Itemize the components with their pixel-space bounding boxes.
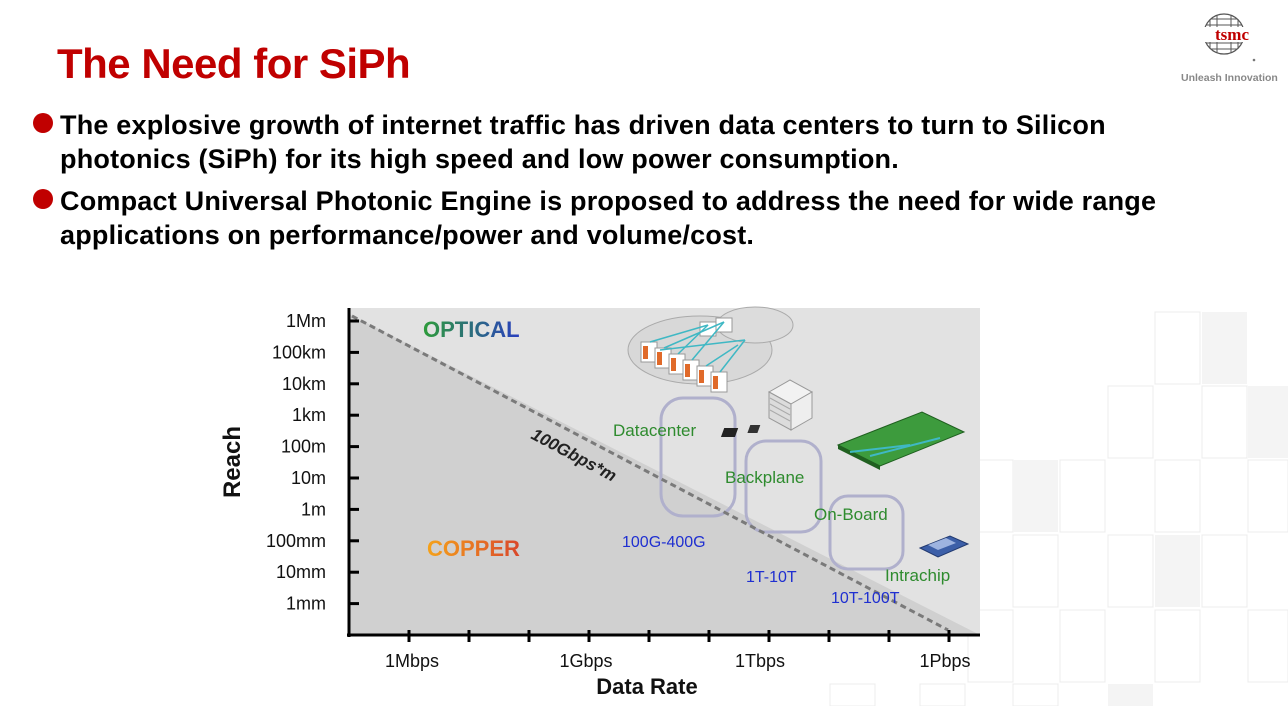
x-tick-label: 1Gbps [559,651,612,671]
page-title: The Need for SiPh [57,40,411,87]
app-label-backplane: Backplane [725,468,804,487]
y-tick-labels: 1Mm 100km 10km 1km 100m 10m 1m 100mm 10mm 1mm [266,311,326,614]
y-tick-label: 1mm [286,594,326,614]
y-tick-label: 100mm [266,531,326,551]
bullet-dot [33,113,53,133]
app-label-onboard: On-Board [814,505,888,524]
chip-icon [918,535,970,558]
tsmc-logo: tsmc [1202,13,1262,62]
logo-wordmark: tsmc [1215,25,1249,44]
copper-region [349,314,980,635]
circuit-board-icon [720,411,966,470]
bullet-dot [33,189,53,209]
bullet-item: The explosive growth of internet traffic… [33,108,1233,176]
rate-label-backplane: 1T-10T [746,569,797,586]
copper-label: COPPER [427,536,520,561]
y-tick-label: 1Mm [286,311,326,331]
application-regions [659,396,905,571]
y-axis-title: Reach [219,426,246,498]
rate-label-onboard: 10T-100T [831,590,900,607]
x-axis-title: Data Rate [596,674,697,699]
y-tick-label: 10mm [276,562,326,582]
y-tick-label: 1km [292,405,326,425]
app-label-datacenter: Datacenter [613,421,696,440]
bullet-text: Compact Universal Photonic Engine is pro… [60,186,1157,250]
y-tick-label: 10km [282,374,326,394]
bullet-text: The explosive growth of internet traffic… [60,110,1106,174]
x-tick-label: 1Pbps [919,651,970,671]
bullet-item: Compact Universal Photonic Engine is pro… [33,184,1233,252]
rate-label-datacenter: 100G-400G [622,534,706,551]
optical-label: OPTICAL [423,317,520,342]
reach-vs-datarate-chart: 100Gbps*m 1Mm100km10km1km100m10m1m100mm1… [219,306,980,699]
backplane-region [744,439,823,534]
boundary-line [351,314,949,632]
datacenter-region [659,396,737,518]
bullet-list: The explosive growth of internet traffic… [33,108,1233,260]
x-tick-labels: 1Mbps 1Gbps 1Tbps 1Pbps [385,651,971,671]
logo-tagline: Unleash Innovation [1181,72,1278,84]
x-ticks [407,630,951,642]
y-ticks [349,319,359,606]
y-tick-label: 100km [272,342,326,362]
x-tick-label: 1Tbps [735,651,785,671]
app-label-intrachip: Intrachip [885,566,950,585]
onboard-region [828,494,905,571]
y-tick-label: 10m [291,468,326,488]
server-cluster-icon [627,306,794,393]
y-tick-label: 100m [281,437,326,457]
x-tick-label: 1Mbps [385,651,439,671]
server-rack-icon [767,379,814,431]
y-tick-label: 1m [301,499,326,519]
